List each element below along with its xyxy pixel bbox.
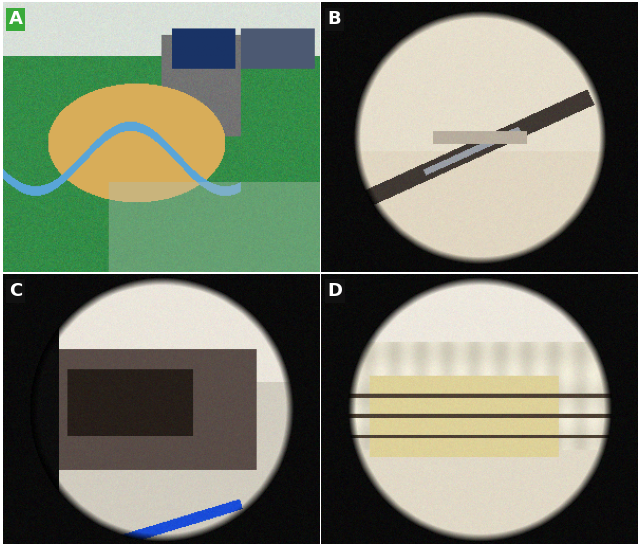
Text: A: A [9,10,23,28]
Text: B: B [328,10,341,28]
Text: C: C [9,282,22,300]
Text: D: D [328,282,342,300]
